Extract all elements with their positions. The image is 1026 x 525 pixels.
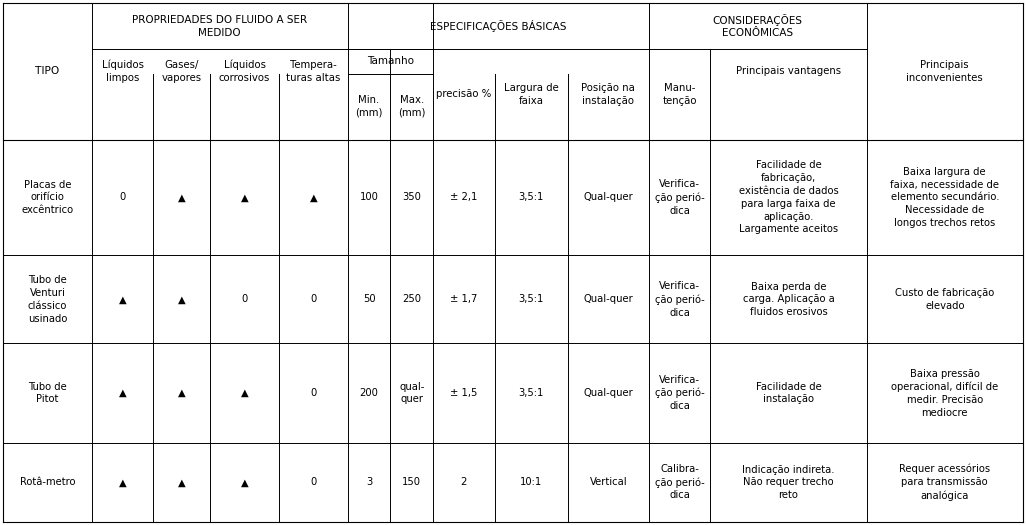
Text: 0: 0 [241, 295, 248, 304]
Text: ▲: ▲ [310, 193, 317, 203]
Text: 100: 100 [360, 193, 379, 203]
Text: 50: 50 [363, 295, 376, 304]
Text: 150: 150 [402, 477, 422, 487]
Text: 2: 2 [461, 477, 467, 487]
Text: Placas de
orifício
excêntrico: Placas de orifício excêntrico [22, 180, 74, 215]
Text: Largura de
faixa: Largura de faixa [504, 83, 559, 106]
Text: qual-
quer: qual- quer [399, 382, 425, 404]
Text: PROPRIEDADES DO FLUIDO A SER
MEDIDO: PROPRIEDADES DO FLUIDO A SER MEDIDO [132, 15, 308, 38]
Text: 3: 3 [366, 477, 372, 487]
Text: TIPO: TIPO [35, 66, 60, 76]
Text: 350: 350 [402, 193, 421, 203]
Text: 200: 200 [360, 388, 379, 398]
Text: precisão %: precisão % [436, 89, 491, 99]
Text: Verifica-
ção perió-
dica: Verifica- ção perió- dica [655, 180, 704, 216]
Text: Vertical: Vertical [590, 477, 627, 487]
Text: Principais vantagens: Principais vantagens [736, 66, 841, 76]
Text: Gases/
vapores: Gases/ vapores [162, 60, 202, 83]
Text: Verifica-
ção perió-
dica: Verifica- ção perió- dica [655, 375, 704, 411]
Text: 3,5:1: 3,5:1 [519, 193, 544, 203]
Text: ▲: ▲ [177, 295, 186, 304]
Text: ▲: ▲ [119, 477, 126, 487]
Text: Requer acessórios
para transmissão
analógica: Requer acessórios para transmissão analó… [899, 464, 990, 501]
Text: Max.
(mm): Max. (mm) [398, 95, 426, 118]
Text: ± 2,1: ± 2,1 [450, 193, 477, 203]
Text: Rotâ-metro: Rotâ-metro [19, 477, 75, 487]
Text: 250: 250 [402, 295, 422, 304]
Text: 0: 0 [310, 295, 316, 304]
Text: Tubo de
Pitot: Tubo de Pitot [28, 382, 67, 404]
Text: ± 1,5: ± 1,5 [450, 388, 477, 398]
Text: ▲: ▲ [177, 388, 186, 398]
Text: CONSIDERAÇÕES
ECONÔMICAS: CONSIDERAÇÕES ECONÔMICAS [713, 14, 802, 38]
Text: Baixa perda de
carga. Aplicação a
fluidos erosivos: Baixa perda de carga. Aplicação a fluido… [743, 281, 834, 317]
Text: 3,5:1: 3,5:1 [519, 388, 544, 398]
Text: Qual-quer: Qual-quer [584, 388, 633, 398]
Text: Verifica-
ção perió-
dica: Verifica- ção perió- dica [655, 281, 704, 318]
Text: Manu-
tenção: Manu- tenção [662, 83, 697, 106]
Text: 0: 0 [310, 388, 316, 398]
Text: Tubo de
Venturi
clássico
usinado: Tubo de Venturi clássico usinado [28, 275, 67, 323]
Text: Tempera-
turas altas: Tempera- turas altas [286, 60, 341, 83]
Text: Baixa pressão
operacional, difícil de
medir. Precisão
mediocre: Baixa pressão operacional, difícil de me… [892, 369, 998, 417]
Text: Baixa largura de
faixa, necessidade de
elemento secundário.
Necessidade de
longo: Baixa largura de faixa, necessidade de e… [891, 167, 999, 228]
Text: Facilidade de
fabricação,
existência de dados
para larga faixa de
aplicação.
Lar: Facilidade de fabricação, existência de … [739, 161, 838, 235]
Text: Min.
(mm): Min. (mm) [355, 95, 383, 118]
Text: 3,5:1: 3,5:1 [519, 295, 544, 304]
Text: ▲: ▲ [241, 388, 248, 398]
Text: ▲: ▲ [241, 477, 248, 487]
Text: ▲: ▲ [241, 193, 248, 203]
Text: 10:1: 10:1 [520, 477, 543, 487]
Text: Qual-quer: Qual-quer [584, 193, 633, 203]
Text: ▲: ▲ [177, 477, 186, 487]
Text: Líquidos
limpos: Líquidos limpos [102, 60, 144, 83]
Text: Custo de fabricação
elevado: Custo de fabricação elevado [896, 288, 994, 311]
Text: ▲: ▲ [177, 193, 186, 203]
Text: ESPECIFICAÇÕES BÁSICAS: ESPECIFICAÇÕES BÁSICAS [430, 20, 566, 32]
Text: Qual-quer: Qual-quer [584, 295, 633, 304]
Text: Indicação indireta.
Não requer trecho
reto: Indicação indireta. Não requer trecho re… [742, 465, 835, 500]
Text: Principais
inconvenientes: Principais inconvenientes [906, 60, 983, 83]
Text: Líquidos
corrosivos: Líquidos corrosivos [219, 60, 271, 83]
Text: 0: 0 [310, 477, 316, 487]
Text: Calibra-
ção perió-
dica: Calibra- ção perió- dica [655, 464, 704, 500]
Text: 0: 0 [119, 193, 126, 203]
Text: Tamanho: Tamanho [367, 56, 413, 66]
Text: Posição na
instalação: Posição na instalação [582, 83, 635, 106]
Text: Facilidade de
instalação: Facilidade de instalação [755, 382, 821, 404]
Text: ▲: ▲ [119, 388, 126, 398]
Text: ▲: ▲ [119, 295, 126, 304]
Text: ± 1,7: ± 1,7 [450, 295, 477, 304]
